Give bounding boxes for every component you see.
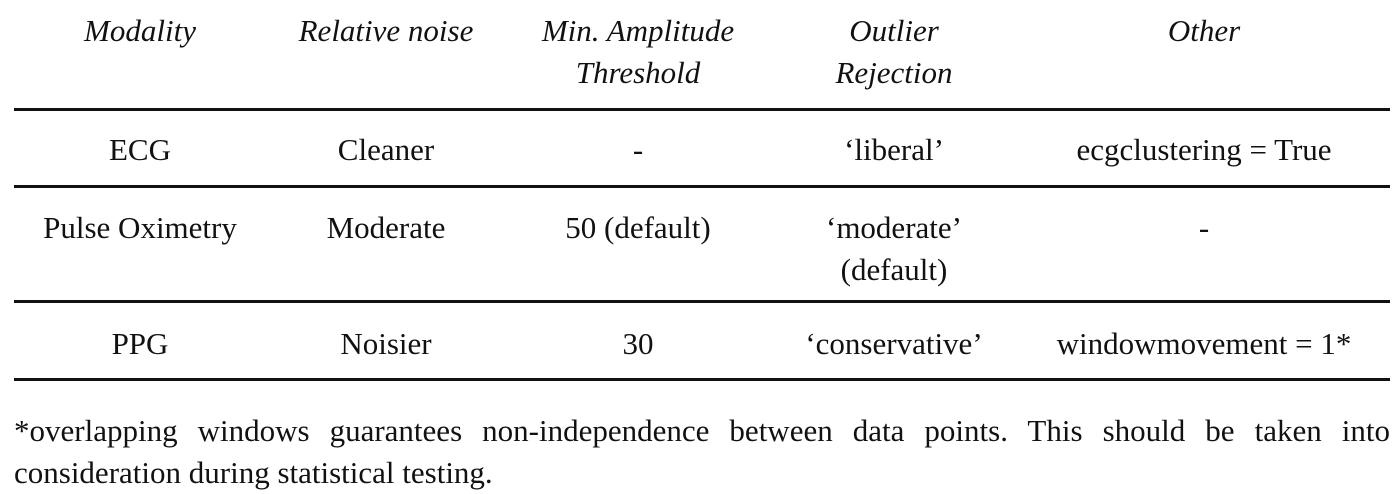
cell-relative-noise: Cleaner — [337, 132, 435, 167]
cell-other: windowmovement = 1* — [1056, 326, 1352, 361]
header-min-amplitude-threshold: Min. Amplitude Threshold — [541, 13, 735, 90]
table-row: PPG Noisier 30 ‘conservative’ windowmove… — [14, 302, 1390, 380]
header-outlier-rejection: Outlier Rejection — [835, 13, 953, 90]
header-modality: Modality — [84, 13, 196, 48]
cell-min-amplitude-threshold: - — [632, 132, 644, 167]
table-row: Pulse Oximetry Moderate 50 (default) ‘mo… — [14, 187, 1390, 302]
header-relative-noise: Relative noise — [298, 13, 474, 48]
cell-relative-noise: Moderate — [326, 210, 446, 245]
table-row: ECG Cleaner - ‘liberal’ ecgclustering = … — [14, 110, 1390, 187]
cell-outlier-rejection: ‘conservative’ — [805, 326, 983, 361]
cell-outlier-rejection: ‘moderate’ (default) — [826, 210, 962, 287]
data-table: Modality Relative noise Min. Amplitude T… — [14, 0, 1390, 381]
cell-modality: Pulse Oximetry — [43, 210, 237, 245]
table-header-row: Modality Relative noise Min. Amplitude T… — [14, 0, 1390, 110]
cell-other: - — [1198, 210, 1210, 245]
cell-modality: ECG — [109, 132, 171, 167]
cell-modality: PPG — [111, 326, 169, 361]
cell-min-amplitude-threshold: 50 (default) — [565, 210, 711, 245]
parameter-table: Modality Relative noise Min. Amplitude T… — [14, 0, 1390, 381]
cell-other: ecgclustering = True — [1076, 132, 1332, 167]
table-footnote: *overlapping windows guarantees non-inde… — [14, 413, 1390, 490]
cell-relative-noise: Noisier — [340, 326, 432, 361]
cell-outlier-rejection: ‘liberal’ — [844, 132, 944, 167]
header-other: Other — [1167, 13, 1241, 48]
cell-min-amplitude-threshold: 30 — [622, 326, 654, 361]
